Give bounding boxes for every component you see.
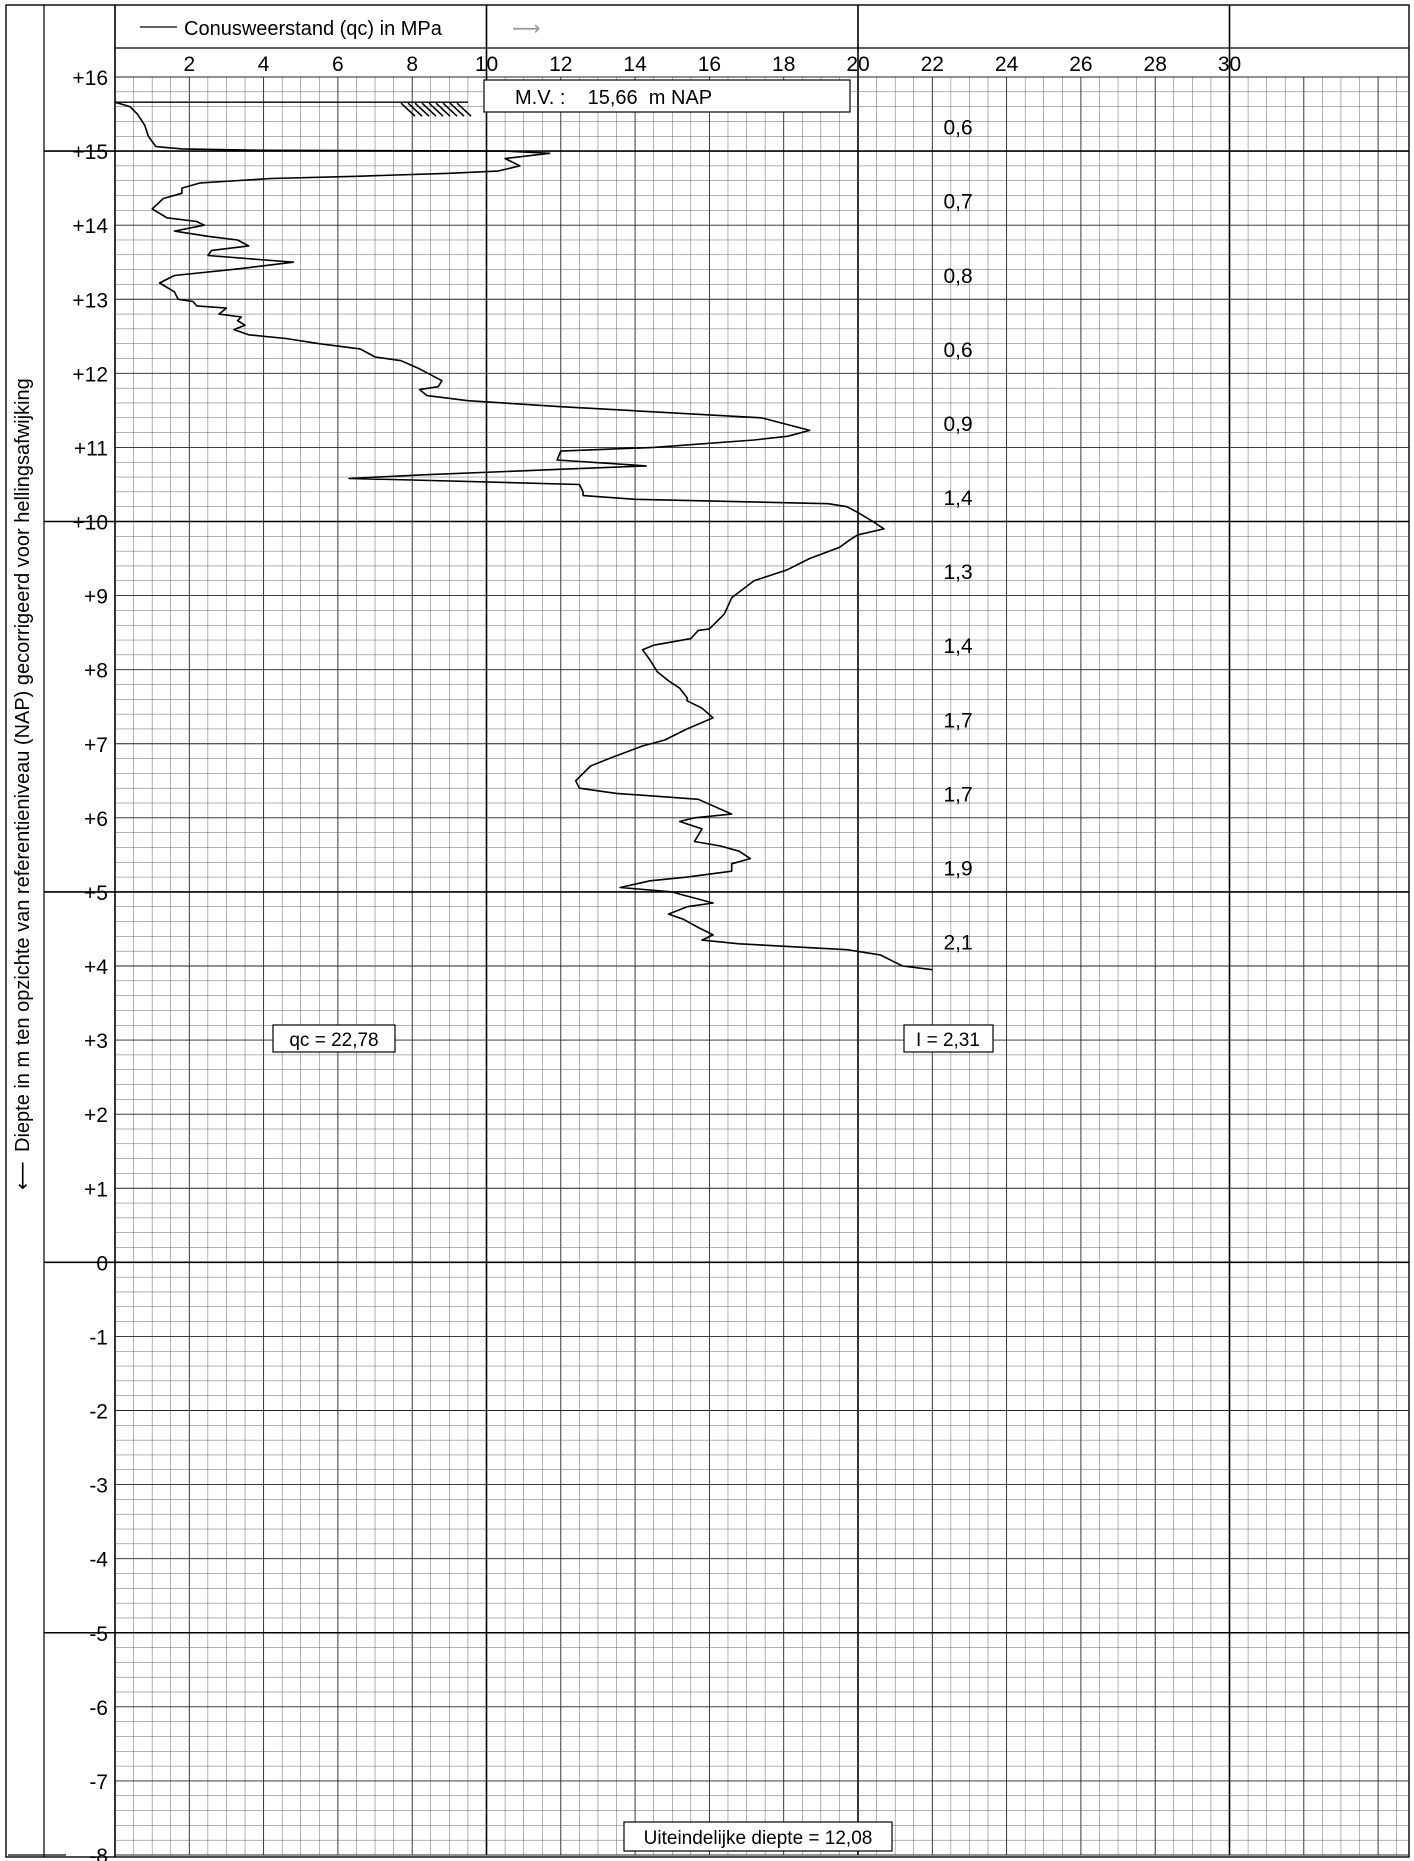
- qc-curve: [114, 101, 933, 971]
- i-max-box: I = 2,31: [903, 1024, 994, 1053]
- title-arrow-icon: ⟶: [512, 18, 541, 40]
- y-tick-label: -5: [89, 1623, 108, 1646]
- y-tick-label: -4: [89, 1549, 108, 1572]
- x-tick-label: 10: [475, 53, 498, 76]
- x-tick-label: 16: [698, 53, 721, 76]
- x-tick-label: 20: [846, 53, 869, 76]
- y-tick-label: +8: [84, 660, 108, 683]
- hatch-stroke: [435, 102, 451, 117]
- y-tick-label: -3: [89, 1475, 108, 1498]
- y-tick-label: -7: [89, 1771, 108, 1794]
- x-tick-label: 2: [183, 53, 195, 76]
- ylabel-arrow-icon: ⟵: [12, 1161, 34, 1190]
- hatch-stroke: [400, 102, 416, 117]
- y-tick-label: +2: [84, 1104, 108, 1127]
- y-tick-label: +9: [84, 586, 108, 609]
- chart-title: Conusweerstand (qc) in MPa: [184, 18, 443, 40]
- y-tick-label: +15: [72, 141, 108, 164]
- chart-title-group: Conusweerstand (qc) in MPa ⟶: [140, 18, 541, 40]
- y-tick-label: +11: [74, 437, 108, 460]
- x-tick-label: 4: [258, 53, 270, 76]
- friction-ratio-labels: 0,6 0,7 0,8 0,6 0,9 1,4 1,3 1,4 1,7 1,7 1,9 2,1: [943, 117, 973, 955]
- y-tick-label: +1: [84, 1178, 108, 1201]
- y-tick-label: +3: [84, 1030, 108, 1053]
- friction-ratio-value: 0,6: [943, 117, 972, 140]
- y-tick-label: +16: [72, 67, 108, 90]
- final-depth-box: Uiteindelijke diepte = 12,08: [623, 1821, 893, 1852]
- y-axis-label: Diepte in m ten opzichte van referentien…: [12, 378, 34, 1152]
- friction-ratio-value: 1,3: [943, 561, 972, 584]
- y-tick-label: +5: [84, 882, 108, 905]
- x-tick-label: 14: [623, 53, 647, 76]
- qc-max-box: qc = 22,78: [272, 1024, 396, 1053]
- x-tick-label: 8: [406, 53, 418, 76]
- y-tick-label: -1: [89, 1326, 108, 1349]
- y-tick-label: +13: [72, 289, 108, 312]
- y-axis-ticks: +16+15+14+13+12+11+10+9+8+7+6+5+4+3+2+10…: [8, 67, 108, 1861]
- hatch-stroke: [407, 102, 423, 117]
- ground-level-label: M.V. : 15,66 m NAP: [515, 87, 712, 109]
- friction-ratio-value: 1,9: [943, 857, 972, 880]
- x-tick-label: 12: [549, 53, 572, 76]
- i-max-label: I = 2,31: [916, 1030, 980, 1051]
- y-tick-label: +12: [72, 363, 108, 386]
- hatch-stroke: [456, 102, 472, 117]
- y-tick-label: +10: [72, 512, 108, 535]
- friction-ratio-value: 0,6: [943, 339, 972, 362]
- hatch-stroke: [449, 102, 465, 117]
- friction-ratio-value: 1,4: [943, 487, 973, 510]
- y-tick-label: -6: [89, 1697, 108, 1720]
- qc-max-frame: [272, 1024, 396, 1053]
- final-depth-frame: [623, 1821, 893, 1852]
- final-depth-label: Uiteindelijke diepte = 12,08: [644, 1828, 873, 1849]
- hatch-stroke: [428, 102, 444, 117]
- ground-level-frame: [483, 79, 851, 113]
- grid: [44, 5, 1409, 1857]
- x-tick-label: 30: [1218, 53, 1241, 76]
- friction-ratio-value: 1,7: [943, 783, 972, 806]
- friction-ratio-value: 0,7: [943, 191, 972, 214]
- y-tick-label: 0: [96, 1252, 108, 1275]
- y-tick-label: -8: [89, 1845, 108, 1861]
- qc-max-label: qc = 22,78: [289, 1030, 378, 1051]
- ylabel-group: ⟵ Diepte in m ten opzichte van referenti…: [12, 378, 34, 1190]
- y-tick-label: +6: [84, 808, 108, 831]
- friction-ratio-value: 2,1: [943, 932, 972, 955]
- curve-layer: [114, 101, 933, 971]
- x-tick-label: 18: [772, 53, 795, 76]
- frame: [5, 4, 1410, 1858]
- y-tick-label: +4: [84, 956, 108, 979]
- friction-ratio-value: 0,8: [943, 265, 972, 288]
- ground-level-box: M.V. : 15,66 m NAP: [483, 79, 851, 113]
- x-tick-label: 26: [1069, 53, 1092, 76]
- hatch-stroke: [442, 102, 458, 117]
- friction-ratio-value: 1,4: [943, 635, 973, 658]
- hatch-stroke: [414, 102, 430, 117]
- friction-ratio-value: 0,9: [943, 413, 972, 436]
- x-axis-ticks: 2 4 6 8 10 12 14 16 18 20 22 24 26 28 30: [183, 53, 1241, 76]
- y-tick-label: -2: [89, 1401, 108, 1424]
- x-tick-label: 6: [332, 53, 344, 76]
- x-tick-label: 28: [1144, 53, 1167, 76]
- outer-frame: [5, 4, 1410, 1858]
- hatch-stroke: [421, 102, 437, 117]
- y-tick-label: +7: [84, 734, 108, 757]
- friction-ratio-value: 1,7: [943, 709, 972, 732]
- y-tick-label: +14: [72, 215, 108, 238]
- ground-surface-hatch-icon: [115, 101, 472, 117]
- i-max-frame: [903, 1024, 994, 1053]
- x-tick-label: 22: [921, 53, 944, 76]
- x-tick-label: 24: [995, 53, 1019, 76]
